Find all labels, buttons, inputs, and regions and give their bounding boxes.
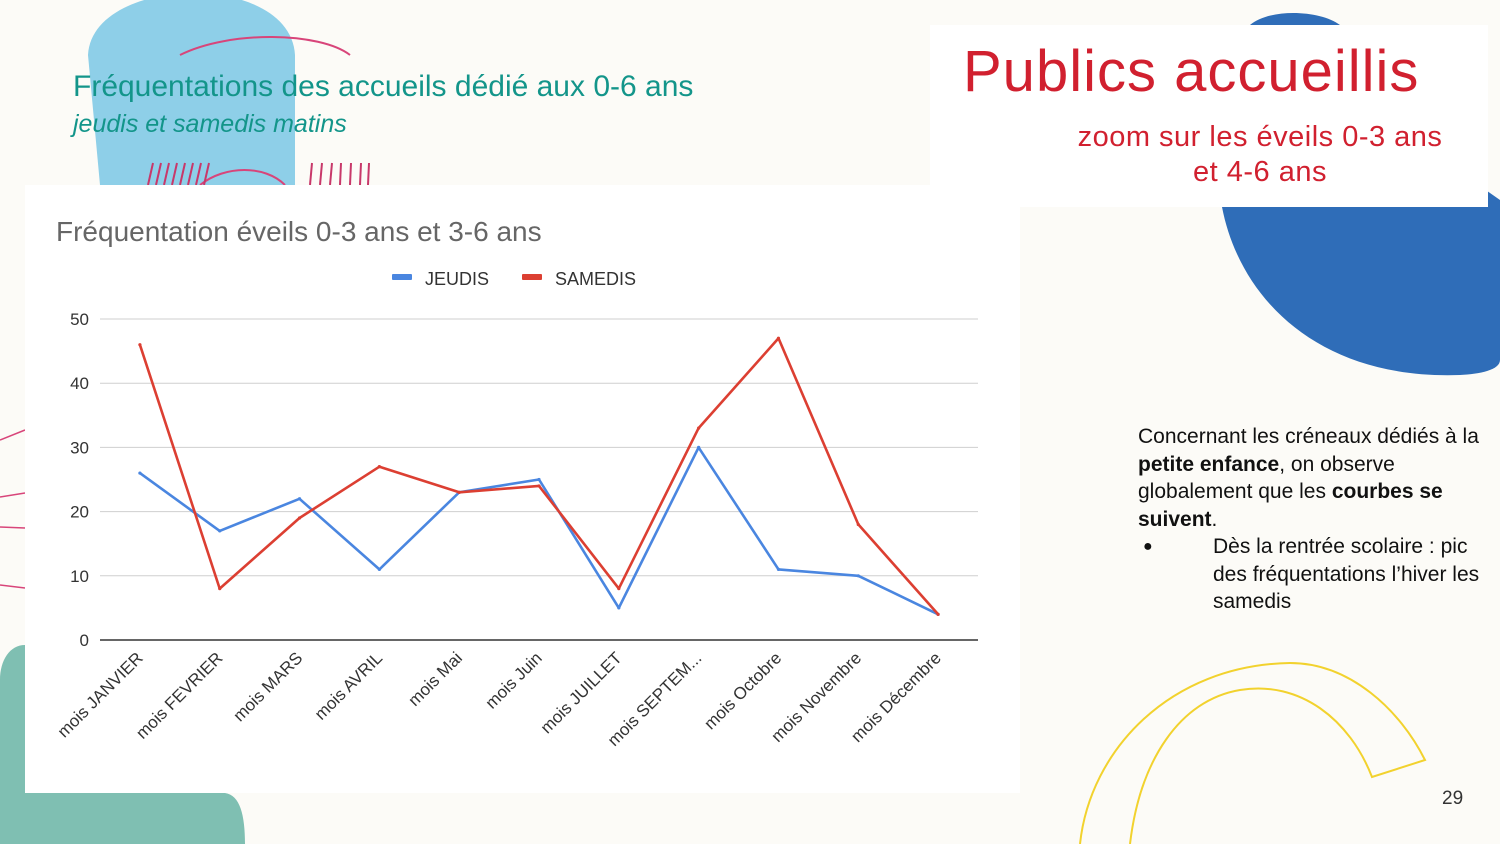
commentary-bold1: petite enfance: [1138, 452, 1280, 476]
legend-label-jeudis: JEUDIS: [425, 269, 489, 289]
y-tick-label: 10: [70, 567, 89, 586]
commentary-list: Dès la rentrée scolaire : pic des fréque…: [1138, 533, 1483, 616]
data-point-samedis: [936, 612, 940, 616]
chart-panel: Fréquentation éveils 0-3 ans et 3-6 ans J…: [25, 185, 1020, 793]
pink-dashes-left: [0, 429, 26, 589]
x-tick-label: mois Octobre: [700, 648, 785, 733]
legend-swatch-samedis: [522, 274, 542, 280]
header-title: Fréquentations des accueils dédié aux 0-…: [73, 70, 694, 103]
data-point-jeudis: [377, 567, 381, 571]
white-title-card: [930, 25, 1488, 207]
commentary-bullet: Dès la rentrée scolaire : pic des fréque…: [1143, 533, 1483, 616]
data-point-jeudis: [856, 574, 860, 578]
section-subtitle-line1: zoom sur les éveils 0-3 ans: [1077, 121, 1443, 153]
section-subtitle-line2: et 4-6 ans: [1193, 156, 1327, 188]
commentary-part3: .: [1211, 507, 1218, 531]
data-point-jeudis: [297, 497, 302, 501]
section-subtitle: zoom sur les éveils 0-3 ans et 4-6 ans: [1040, 120, 1480, 190]
yellow-swirl: [1079, 661, 1427, 844]
x-tick-label: mois Mai: [404, 648, 466, 710]
data-point-samedis: [697, 426, 701, 430]
series-line-jeudis: [138, 446, 940, 616]
data-point-samedis: [457, 490, 461, 494]
data-point-samedis: [138, 343, 142, 347]
commentary-part2: , on observe globalement que les: [1138, 452, 1395, 504]
commentary-bold2: courbes se suivent: [1138, 480, 1443, 531]
data-point-samedis: [776, 336, 781, 340]
x-tick-label: mois FEVRIER: [132, 648, 226, 742]
data-point-jeudis: [218, 529, 222, 533]
legend-label-samedis: SAMEDIS: [555, 269, 636, 289]
data-point-jeudis: [138, 471, 142, 475]
hatch-marks: [147, 162, 370, 186]
y-tick-label: 50: [70, 310, 89, 329]
y-tick-label: 30: [70, 438, 89, 457]
data-point-jeudis: [697, 445, 701, 449]
data-point-samedis: [377, 465, 381, 469]
line-chart: Fréquentation éveils 0-3 ans et 3-6 ans J…: [54, 216, 978, 750]
data-point-jeudis: [776, 567, 781, 571]
teal-blob: [0, 645, 245, 844]
pink-arc-top: [179, 36, 351, 56]
data-point-jeudis: [617, 606, 621, 610]
light-blue-blob: [88, 0, 295, 185]
x-tick-label: mois MARS: [229, 648, 306, 725]
x-tick-label: mois JUILLET: [537, 648, 626, 737]
data-point-samedis: [617, 587, 621, 591]
section-title: Publics accueillis: [963, 39, 1420, 104]
y-tick-label: 0: [80, 631, 89, 650]
chart-title: Fréquentation éveils 0-3 ans et 3-6 ans: [56, 216, 542, 247]
header-subtitle: jeudis et samedis matins: [73, 110, 347, 138]
commentary-paragraph: Concernant les créneaux dédiés à la peti…: [1138, 423, 1483, 533]
data-point-samedis: [537, 484, 541, 488]
legend-swatch-jeudis: [392, 274, 412, 280]
data-point-jeudis: [537, 477, 541, 482]
page-number: 29: [1442, 788, 1464, 809]
x-tick-label: mois AVRIL: [311, 648, 386, 723]
data-point-samedis: [856, 522, 860, 527]
y-tick-label: 40: [70, 374, 89, 393]
y-tick-label: 20: [70, 503, 89, 522]
pink-arc-mid: [199, 169, 286, 186]
commentary-text: Concernant les créneaux dédiés à la peti…: [1138, 423, 1483, 616]
data-point-samedis: [297, 516, 302, 520]
x-tick-label: mois Juin: [482, 648, 546, 712]
commentary-part1: Concernant les créneaux dédiés à la: [1138, 425, 1479, 448]
data-point-samedis: [218, 587, 222, 591]
